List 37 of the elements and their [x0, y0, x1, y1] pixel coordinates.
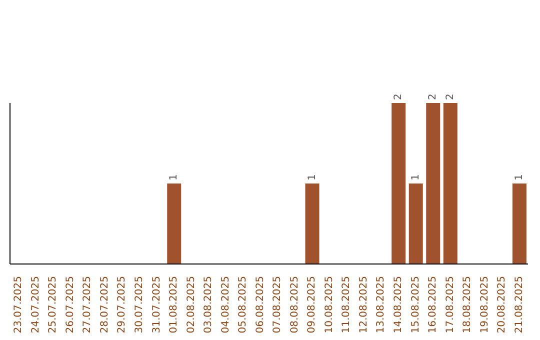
data-label: 2: [444, 94, 456, 100]
x-tick-label: 18.08.2025: [462, 276, 474, 334]
x-tick-label: 01.08.2025: [168, 276, 180, 334]
x-tick-label: 29.07.2025: [116, 276, 128, 334]
x-tick-label: 24.07.2025: [30, 276, 42, 334]
data-label: 1: [410, 174, 422, 180]
x-tick-label: 14.08.2025: [393, 276, 404, 334]
x-tick-label: 30.07.2025: [134, 276, 145, 334]
x-tick-label: 17.08.2025: [444, 276, 456, 334]
x-tick-label: 03.08.2025: [203, 276, 214, 334]
x-tick-label: 28.07.2025: [99, 276, 110, 334]
x-tick-label: 06.08.2025: [254, 276, 266, 334]
x-tick-label: 16.08.2025: [428, 276, 439, 334]
x-tick-label: 13.08.2025: [376, 276, 387, 334]
x-tick-label: 15.08.2025: [410, 276, 422, 334]
x-tick-label: 21.08.2025: [514, 276, 525, 334]
data-label: 1: [306, 174, 318, 180]
x-tick-label: 02.08.2025: [186, 276, 197, 334]
data-label: 1: [514, 174, 525, 180]
data-label: 1: [168, 174, 180, 180]
data-label: 2: [393, 94, 404, 100]
x-tick-label: 09.08.2025: [306, 276, 318, 334]
x-tick-label: 12.08.2025: [358, 276, 370, 334]
x-tick-label: 26.07.2025: [64, 276, 76, 334]
x-tick-label: 08.08.2025: [289, 276, 300, 334]
x-tick-label: 19.08.2025: [479, 276, 490, 334]
x-tick-label: 11.08.2025: [341, 276, 352, 334]
x-tick-label: 27.07.2025: [82, 276, 94, 334]
x-tick-label: 05.08.2025: [238, 276, 249, 334]
x-tick-label: 31.07.2025: [151, 276, 162, 334]
x-tick-label: 04.08.2025: [220, 276, 232, 334]
x-tick-label: 25.07.2025: [48, 276, 59, 334]
x-tick-label: 07.08.2025: [272, 276, 284, 334]
x-tick-label: 10.08.2025: [324, 276, 335, 334]
data-label: 2: [428, 94, 439, 100]
x-tick-label: 20.08.2025: [496, 276, 508, 334]
x-tick-label: 23.07.2025: [13, 276, 24, 334]
